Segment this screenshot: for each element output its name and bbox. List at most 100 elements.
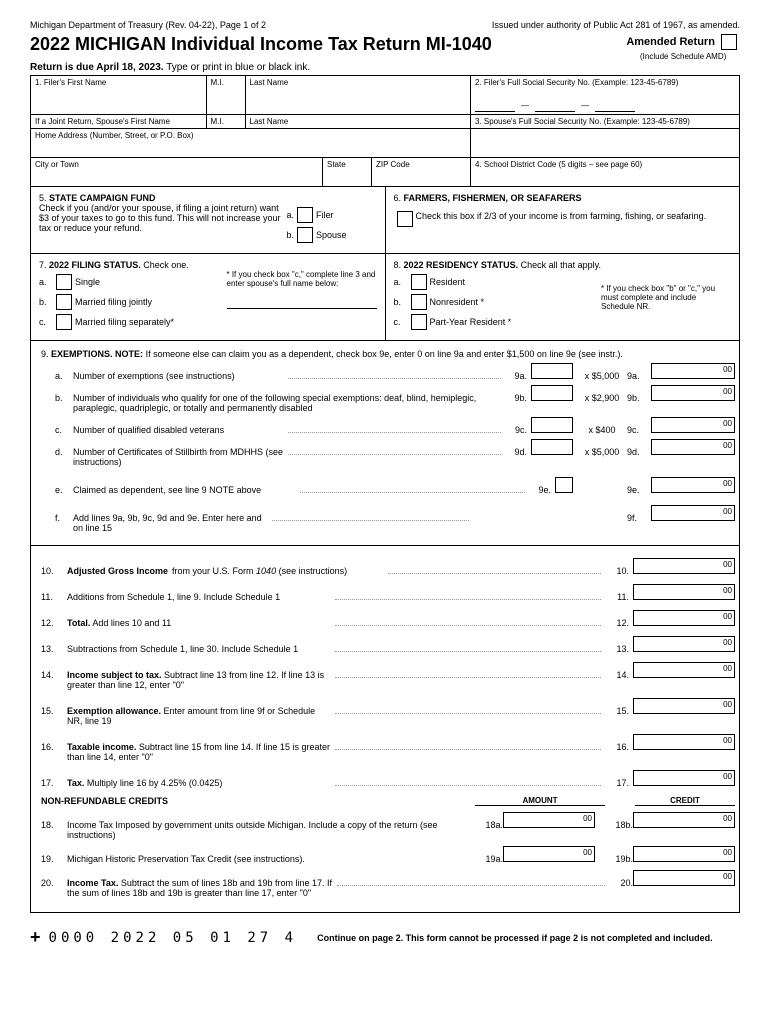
resident-label: Resident [430,277,466,287]
sec8-note: * If you check box "b" or "c," you must … [601,270,731,334]
line-13-box[interactable] [633,636,735,652]
form-container: 1. Filer's First Name M.I. Last Name 2. … [30,75,740,913]
sec9-note: If someone else can claim you as a depen… [146,349,623,359]
home-addr-label: Home Address (Number, Street, or P.O. Bo… [31,129,471,157]
nonresident-checkbox[interactable] [411,294,427,310]
spouse-fund-checkbox[interactable] [297,227,313,243]
last-label: Last Name [246,76,471,114]
ex-9c-count[interactable] [531,417,573,433]
mfj-label: Married filing jointly [75,297,152,307]
ex-c-mult: x $400 [577,425,627,435]
line-18b-box[interactable] [633,812,735,828]
sec7-note: * If you check box "c," complete line 3 … [227,270,377,288]
sec7-check: Check one. [143,260,189,270]
filer-ssn-label: 2. Filer's Full Social Security No. (Exa… [475,78,735,87]
ex-a-mult: x $5,000 [577,371,627,381]
due-note: Type or print in blue or black ink. [166,62,310,73]
filer-fund-checkbox[interactable] [297,207,313,223]
mfs-label: Married filing separately* [75,317,174,327]
state-label: State [323,158,372,186]
due-date: Return is due April 18, 2023. [30,62,164,73]
form-title: 2022 MICHIGAN Individual Income Tax Retu… [30,34,492,55]
mi-label: M.I. [207,76,246,114]
ex-f-text: Add lines 9a, 9b, 9c, 9d and 9e. Enter h… [73,513,270,533]
ex-9a-amount[interactable] [651,363,735,379]
ex-9f-amount[interactable] [651,505,735,521]
sec6-text: Check this box if 2/3 of your income is … [416,211,707,227]
ex-d-mult: x $5,000 [577,447,627,457]
line-19b-box[interactable] [633,846,735,862]
sec5-b: b. [287,230,295,240]
line-12-box[interactable] [633,610,735,626]
line-20-box[interactable] [633,870,735,886]
authority-line: Issued under authority of Public Act 281… [492,20,740,30]
sec9-title: EXEMPTIONS. NOTE: [51,349,143,359]
line-16-box[interactable] [633,734,735,750]
ex-c-text: Number of qualified disabled veterans [73,425,286,435]
single-checkbox[interactable] [56,274,72,290]
ex-a-text: Number of exemptions (see instructions) [73,371,286,381]
ex-9d-count[interactable] [531,439,573,455]
ex-b-mult: x $2,900 [577,393,627,403]
sec9-num: 9. [41,349,49,359]
farmer-checkbox[interactable] [397,211,413,227]
single-label: Single [75,277,100,287]
ocr-code: 0000 2022 05 01 27 4 [49,930,298,946]
credit-header: CREDIT [635,796,735,806]
sec5-a: a. [287,210,295,220]
sec8-title: 2022 RESIDENCY STATUS. [404,260,519,270]
spouse-name-field[interactable] [227,294,377,309]
spouse-mi-label: M.I. [207,115,246,128]
ex-9e-amount[interactable] [651,477,735,493]
sec5-num: 5. [39,193,47,203]
ex-d-text: Number of Certificates of Stillbirth fro… [73,447,286,467]
ex-9d-amount[interactable] [651,439,735,455]
line-11-box[interactable] [633,584,735,600]
amended-checkbox[interactable] [721,34,737,50]
ex-9a-count[interactable] [531,363,573,379]
city-label: City or Town [31,158,323,186]
sec8-num: 8. [394,260,402,270]
credits-title: NON-REFUNDABLE CREDITS [35,796,475,806]
partyear-label: Part-Year Resident * [430,317,512,327]
dept-line: Michigan Department of Treasury (Rev. 04… [30,20,266,30]
sec7-title: 2022 FILING STATUS. [49,260,141,270]
spouse-first-label: If a Joint Return, Spouse's First Name [31,115,207,128]
line-17-box[interactable] [633,770,735,786]
nonresident-label: Nonresident * [430,297,485,307]
sec7-num: 7. [39,260,47,270]
line-14-box[interactable] [633,662,735,678]
ex-9b-amount[interactable] [651,385,735,401]
line-18-text: Income Tax Imposed by government units o… [67,820,473,840]
ex-9b-count[interactable] [531,385,573,401]
spouse-ssn-label: 3. Spouse's Full Social Security No. (Ex… [475,117,735,126]
sec6-title: FARMERS, FISHERMEN, OR SEAFARERS [404,193,582,203]
line-15-box[interactable] [633,698,735,714]
line-19a-box[interactable] [503,846,595,862]
line-13-text: Subtractions from Schedule 1, line 30. I… [67,644,333,654]
line-11-text: Additions from Schedule 1, line 9. Inclu… [67,592,333,602]
zip-label: ZIP Code [372,158,471,186]
sec6-num: 6. [394,193,402,203]
ex-9c-amount[interactable] [651,417,735,433]
line-10-box[interactable] [633,558,735,574]
continue-text: Continue on page 2. This form cannot be … [317,933,713,943]
mfj-checkbox[interactable] [56,294,72,310]
sec5-text: Check if you (and/or your spouse, if fil… [39,203,287,247]
ex-e-text: Claimed as dependent, see line 9 NOTE ab… [73,485,298,495]
ex-9e-check[interactable] [555,477,573,493]
spouse-last-label: Last Name [246,115,471,128]
amended-sub: (Include Schedule AMD) [640,52,726,61]
spouse-fund-label: Spouse [316,230,347,240]
line-18a-box[interactable] [503,812,595,828]
spouse-ssn-field[interactable] [471,129,739,157]
sec8-check: Check all that apply. [521,260,601,270]
filer-fund-label: Filer [316,210,334,220]
partyear-checkbox[interactable] [411,314,427,330]
line-19-text: Michigan Historic Preservation Tax Credi… [67,854,473,864]
mfs-checkbox[interactable] [56,314,72,330]
ex-b-text: Number of individuals who qualify for on… [73,393,503,413]
plus-mark: + [30,927,41,948]
resident-checkbox[interactable] [411,274,427,290]
filer-ssn-field[interactable]: —— [475,99,735,112]
